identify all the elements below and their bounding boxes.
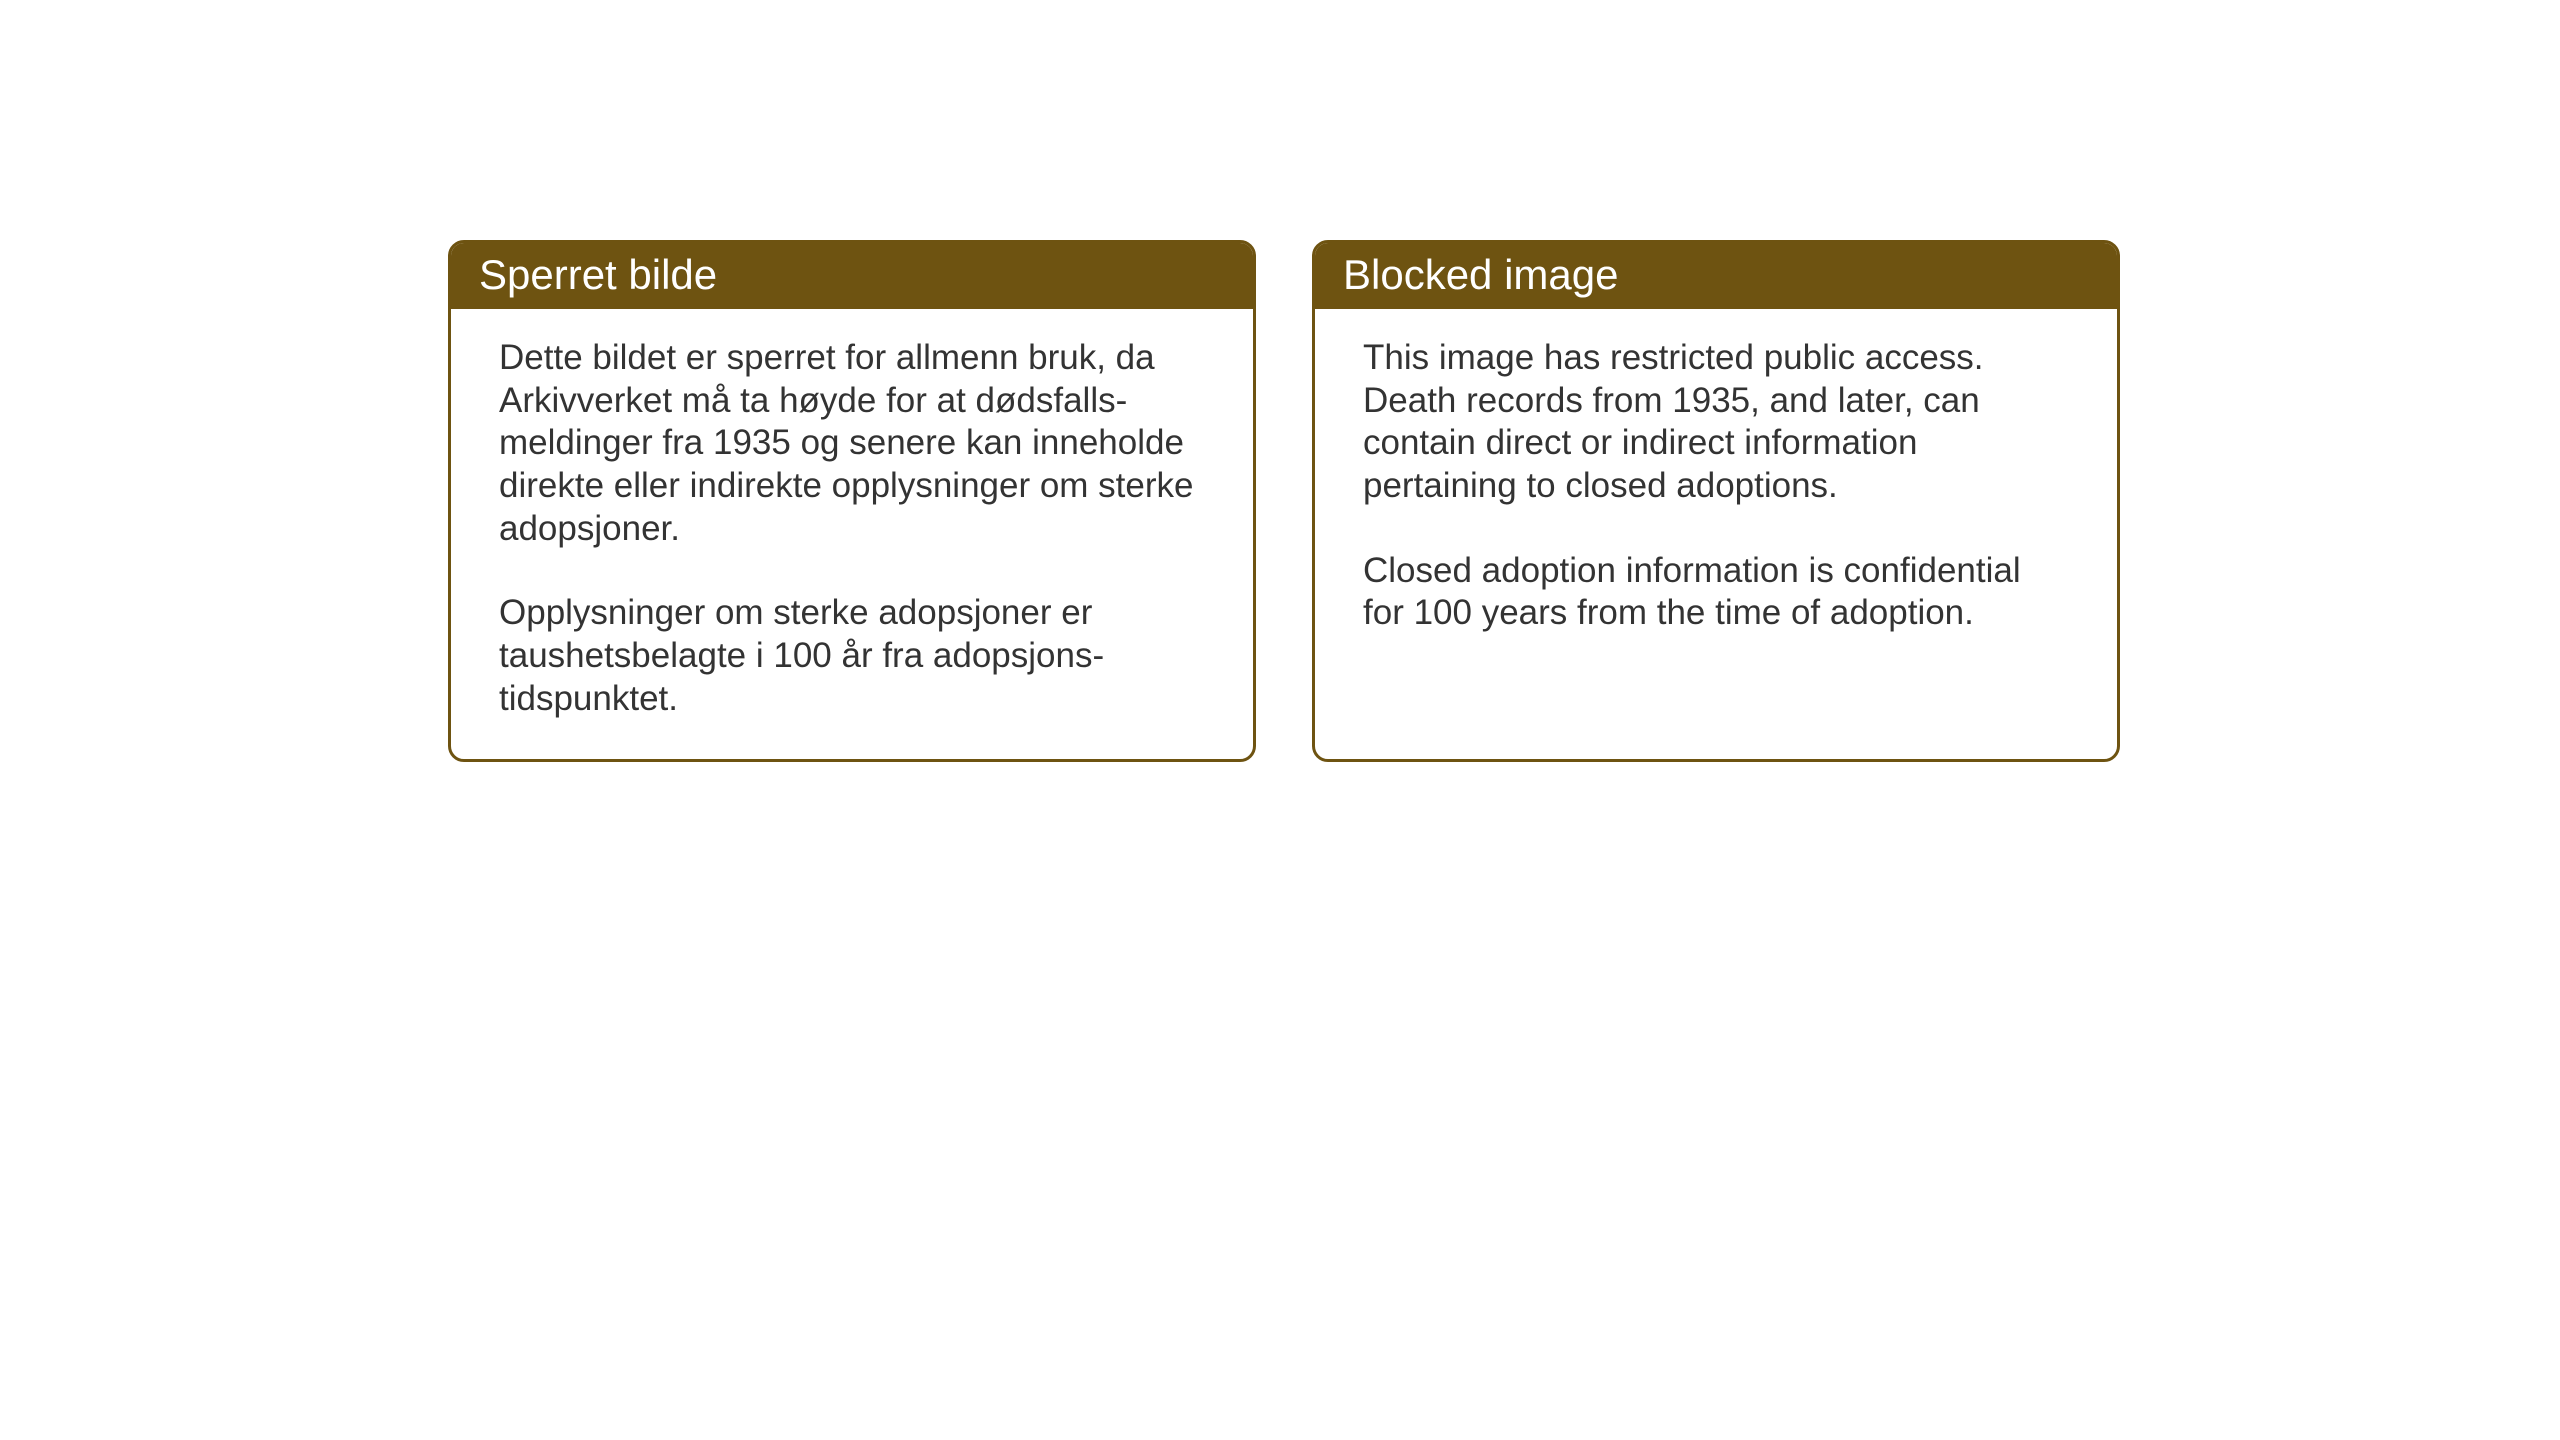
notice-paragraph: Opplysninger om sterke adopsjoner er tau… bbox=[499, 592, 1205, 720]
notice-paragraph: Dette bildet er sperret for allmenn bruk… bbox=[499, 337, 1205, 550]
notice-container: Sperret bilde Dette bildet er sperret fo… bbox=[448, 240, 2120, 762]
notice-paragraph: Closed adoption information is confident… bbox=[1363, 550, 2069, 635]
notice-header-english: Blocked image bbox=[1315, 243, 2117, 309]
notice-card-norwegian: Sperret bilde Dette bildet er sperret fo… bbox=[448, 240, 1256, 762]
notice-header-norwegian: Sperret bilde bbox=[451, 243, 1253, 309]
notice-body-english: This image has restricted public access.… bbox=[1315, 309, 2117, 751]
notice-card-english: Blocked image This image has restricted … bbox=[1312, 240, 2120, 762]
notice-body-norwegian: Dette bildet er sperret for allmenn bruk… bbox=[451, 309, 1253, 759]
notice-paragraph: This image has restricted public access.… bbox=[1363, 337, 2069, 508]
